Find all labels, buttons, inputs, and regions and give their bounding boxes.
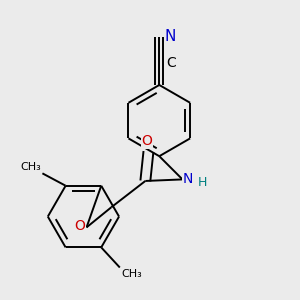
Text: C: C (166, 56, 176, 70)
Text: CH₃: CH₃ (122, 269, 142, 279)
Text: O: O (142, 134, 152, 148)
Text: N: N (182, 172, 193, 186)
Text: CH₃: CH₃ (20, 162, 41, 172)
Text: N: N (165, 29, 176, 44)
Text: H: H (197, 176, 207, 189)
Text: O: O (74, 220, 85, 233)
